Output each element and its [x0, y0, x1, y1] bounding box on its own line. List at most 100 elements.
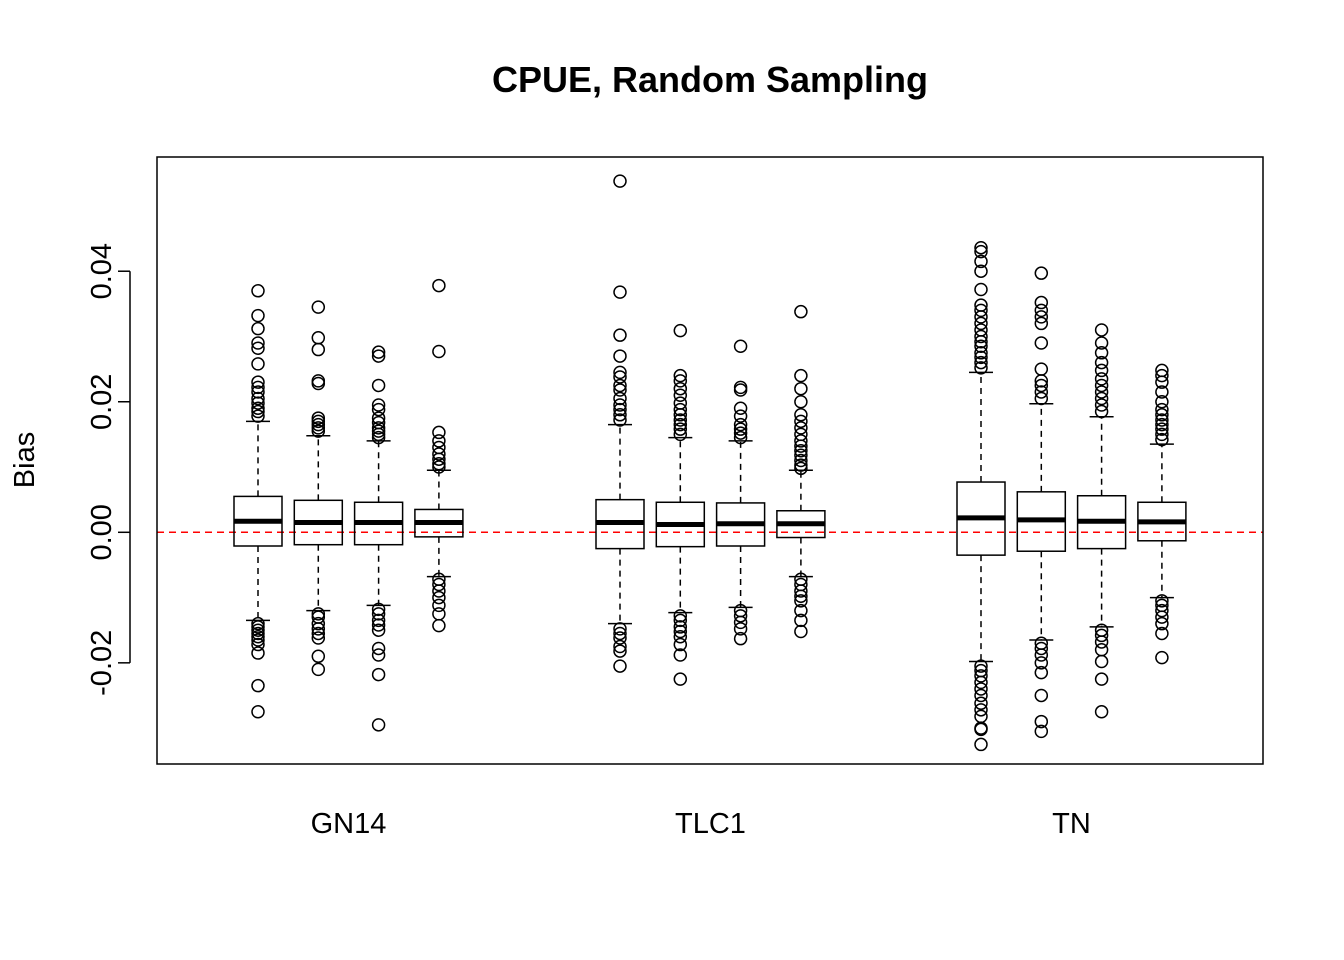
outlier-point — [673, 413, 688, 427]
outlier-point — [371, 602, 386, 617]
outlier-point — [673, 427, 688, 442]
chart-title: CPUE, Random Sampling — [492, 59, 928, 100]
outlier-point — [251, 678, 265, 693]
outlier-point — [1034, 374, 1049, 388]
outlier-point — [974, 361, 988, 375]
outlier-point — [673, 368, 688, 383]
outlier-point — [251, 705, 265, 719]
outlier-point — [251, 629, 265, 644]
outlier-point — [613, 328, 627, 342]
outlier-point — [974, 355, 988, 370]
outlier-point — [1034, 724, 1049, 739]
outlier-point — [311, 417, 326, 432]
outlier-point — [1034, 391, 1049, 406]
outlier-point — [1094, 323, 1109, 337]
outlier-point — [974, 339, 988, 354]
outlier-point — [613, 285, 627, 299]
outlier-point — [1034, 656, 1049, 670]
outlier-point — [733, 380, 748, 395]
outlier-point — [673, 408, 688, 422]
outlier-point — [613, 639, 627, 654]
outlier-point — [371, 345, 386, 359]
outlier-point — [1155, 385, 1169, 399]
outlier-point — [1094, 346, 1109, 360]
outlier-point — [733, 417, 748, 432]
outlier-point — [1094, 404, 1109, 419]
outlier-point — [794, 443, 808, 458]
outlier-point — [733, 401, 748, 416]
outlier-point — [311, 376, 326, 391]
outlier-point — [311, 662, 326, 677]
outlier-point — [371, 648, 386, 662]
outlier-point — [733, 383, 748, 397]
plot-frame — [156, 156, 1264, 765]
outlier-point — [432, 618, 446, 633]
outlier-point — [974, 682, 988, 696]
outlier-point — [794, 584, 808, 598]
outlier-point — [1034, 378, 1049, 393]
outlier-point — [1094, 391, 1109, 406]
outlier-point — [251, 375, 265, 389]
outlier-point — [251, 633, 265, 647]
group-label: TN — [1052, 808, 1091, 840]
outlier-point — [974, 316, 988, 331]
outlier-point — [794, 458, 808, 472]
outlier-point — [733, 426, 748, 440]
outlier-point — [974, 240, 988, 255]
outlier-point — [432, 447, 446, 461]
outlier-point — [251, 391, 265, 406]
outlier-point — [613, 398, 627, 412]
outlier-point — [1155, 375, 1169, 389]
outlier-point — [974, 659, 988, 673]
outlier-point — [1034, 688, 1049, 703]
outlier-point — [974, 722, 988, 737]
outlier-point — [432, 607, 446, 621]
outlier-point — [613, 413, 627, 427]
outlier-point — [1155, 603, 1169, 618]
outlier-point — [251, 357, 265, 371]
outlier-point — [251, 637, 265, 652]
outlier-point — [733, 609, 748, 623]
outlier-point — [311, 607, 326, 621]
outlier-point — [1094, 385, 1109, 399]
outlier-point — [251, 380, 265, 395]
outlier-point — [1034, 336, 1049, 350]
outlier-point — [371, 718, 386, 732]
outlier-point — [251, 336, 265, 350]
outlier-point — [1034, 303, 1049, 318]
outlier-point — [613, 659, 627, 673]
outlier-point — [1155, 422, 1169, 436]
outlier-point — [673, 388, 688, 402]
outlier-point — [311, 631, 326, 645]
y-tick-label: 0.02 — [86, 374, 118, 430]
outlier-point — [371, 378, 386, 393]
outlier-point — [311, 421, 326, 435]
outlier-point — [311, 414, 326, 429]
outlier-point — [1094, 672, 1109, 686]
outlier-point — [251, 321, 265, 336]
outlier-point — [432, 457, 446, 471]
outlier-point — [432, 434, 446, 448]
outlier-point — [311, 616, 326, 631]
outlier-point — [794, 613, 808, 628]
outlier-point — [974, 282, 988, 297]
outlier-point — [251, 409, 265, 423]
outlier-point — [974, 737, 988, 752]
outlier-point — [974, 346, 988, 360]
outlier-point — [371, 424, 386, 438]
outlier-point — [251, 623, 265, 637]
outlier-point — [613, 391, 627, 406]
outlier-point — [673, 637, 688, 652]
outlier-point — [733, 622, 748, 636]
outlier-point — [794, 461, 808, 476]
outlier-point — [974, 329, 988, 344]
outlier-point — [371, 421, 386, 435]
outlier-point — [673, 374, 688, 388]
outlier-point — [1034, 316, 1049, 331]
outlier-point — [733, 409, 748, 423]
outlier-point — [1094, 372, 1109, 386]
outlier-point — [794, 448, 808, 463]
outlier-point — [1155, 417, 1169, 432]
outlier-point — [974, 244, 988, 259]
outlier-point — [432, 344, 446, 359]
